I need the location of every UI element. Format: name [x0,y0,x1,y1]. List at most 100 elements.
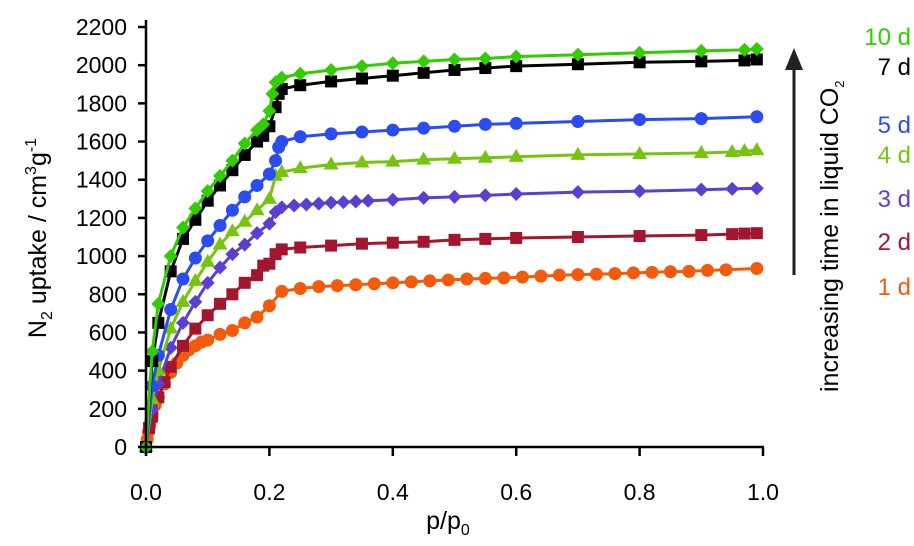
data-point-3d [694,182,709,197]
data-point-7d [571,58,584,71]
data-point-4d [477,149,493,163]
data-point-10d [324,62,339,77]
data-point-3d [213,260,228,275]
data-point-5d [269,154,283,168]
data-point-10d [416,54,431,69]
data-point-5d [238,190,252,204]
data-point-2d [448,233,461,246]
data-point-2d [201,309,214,322]
data-point-2d [479,232,492,245]
data-point-3d [274,200,289,215]
data-point-5d [213,219,227,233]
data-point-10d [163,249,178,264]
data-point-1d [571,268,585,282]
data-point-3d [570,185,585,200]
arrow-up-icon [785,48,803,70]
data-point-10d [478,51,493,66]
data-point-4d [632,145,648,159]
data-point-4d [187,272,203,286]
data-point-2d [177,339,190,352]
data-point-2d [263,257,276,270]
x-tick-label: 0.4 [377,479,409,505]
legend-entry-4d: 4 d [878,142,911,169]
data-point-5d [355,125,369,139]
data-point-4d [163,320,179,334]
data-point-3d [287,198,302,213]
data-point-7d [325,75,338,88]
y-tick-label: 1200 [76,205,127,231]
data-point-7d [695,55,708,68]
y-tick-label: 600 [89,319,127,345]
data-point-7d [214,179,227,192]
series-4d [138,142,765,452]
data-point-5d [250,178,264,192]
legend-entry-3d: 3 d [878,186,911,213]
data-point-5d [417,121,431,135]
data-point-4d [724,144,740,158]
annotation-text: increasing time in liquid CO2 [816,80,847,392]
data-point-4d [212,236,228,250]
time-annotation: increasing time in liquid CO2 [785,48,847,392]
data-point-2d [294,241,307,254]
y-tick-label: 1800 [76,90,127,116]
data-point-4d [508,148,524,162]
data-point-2d [275,243,288,256]
data-point-10d [293,66,308,81]
data-point-3d [385,192,400,207]
series-5d [139,110,764,454]
data-point-4d [261,190,277,204]
data-point-1d [515,270,529,284]
data-point-10d [509,49,524,64]
y-tick-label: 0 [114,434,127,460]
data-point-3d [200,275,215,290]
data-point-2d [355,237,368,250]
data-point-5d [386,123,400,137]
data-point-2d [189,322,202,335]
y-tick-label: 2200 [76,14,127,40]
data-point-3d [336,195,351,210]
data-point-3d [416,190,431,205]
data-point-10d [225,153,240,168]
data-point-3d [299,197,314,212]
data-point-1d [460,272,474,286]
data-point-1d [262,299,276,313]
y-tick-label: 2000 [76,52,127,78]
data-point-5d [694,112,708,126]
data-point-1d [238,316,252,330]
data-point-5d [225,203,239,217]
data-point-3d [262,216,277,231]
data-point-1d [386,276,400,290]
x-axis-label: p/p0 [426,507,470,539]
x-ticks: 0.0 0.2 0.4 0.6 0.8 1.0 [130,447,779,505]
legend-entry-5d: 5 d [878,112,911,139]
data-point-3d [311,196,326,211]
data-point-3d [632,184,647,199]
data-point-2d [325,239,338,252]
data-point-3d [176,315,191,330]
series-layer [138,41,765,454]
data-point-3d [348,194,363,209]
data-point-1d [423,274,437,288]
y-tick-label: 1400 [76,167,127,193]
data-point-2d [726,228,739,241]
data-point-7d [750,53,763,66]
data-point-10d [213,168,228,183]
y-tick-label: 1600 [76,129,127,155]
series-line-10d [144,47,757,448]
data-point-1d [367,277,381,291]
data-point-7d [633,56,646,69]
data-point-5d [509,116,523,130]
data-point-2d [417,235,430,248]
series-2d [140,227,763,453]
data-point-10d [694,43,709,58]
x-tick-label: 1.0 [747,479,779,505]
data-point-3d [237,237,252,252]
x-tick-label: 0.2 [253,479,285,505]
data-point-4d [570,146,586,160]
data-point-5d [324,127,338,141]
data-point-3d [225,247,240,262]
data-point-1d [225,324,239,338]
x-tick-label: 0.0 [130,479,162,505]
data-point-2d [386,236,399,249]
